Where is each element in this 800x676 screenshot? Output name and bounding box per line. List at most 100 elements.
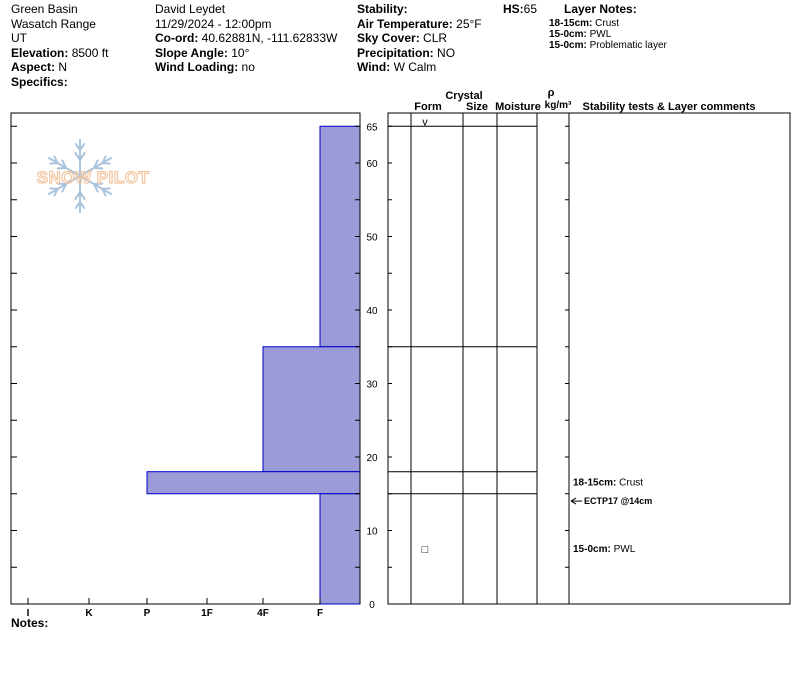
wind-value: W Calm (393, 60, 437, 75)
notes-label: Notes: (11, 616, 49, 630)
snowflake-branch (56, 166, 67, 170)
snowflake-branch (101, 187, 111, 190)
layer-note-1: 18-15cm: Crust (549, 18, 620, 29)
depth-tick-label: 65 (366, 122, 378, 133)
stability-label: Stability: (357, 2, 408, 16)
state: UT (11, 31, 27, 46)
depth-axis: 0 10 20 30 40 50 60 65 (355, 113, 378, 611)
wind-label: Wind: (357, 60, 391, 75)
snowflake-branch (61, 183, 67, 193)
precipitation-value: NO (437, 45, 456, 60)
snowflake-icon (47, 139, 113, 213)
mountain-range: Wasatch Range (11, 16, 96, 31)
snowflake-branch (101, 162, 111, 165)
depth-tick-label: 60 (366, 159, 378, 170)
slope-angle-value: 10° (231, 45, 250, 60)
snowflake-arm (79, 157, 113, 177)
layer-comment: 18-15cm: Crust (573, 478, 643, 489)
layer-comments: 18-15cm: Crust 15-0cm: PWL (573, 478, 643, 555)
snowflake-branch (74, 191, 81, 201)
hardness-tick-label: K (85, 608, 93, 619)
header-moisture: Moisture (495, 101, 541, 113)
hardness-tick-label: 1F (201, 608, 213, 619)
header-size: Size (466, 101, 488, 113)
layer-comment-text: PWL (611, 544, 636, 555)
depth-tick-label: 10 (366, 527, 378, 538)
grain-form-symbol: v (422, 116, 428, 128)
grain-form-symbols: v□ (422, 116, 429, 556)
snowflake-branch (93, 182, 104, 186)
sky-cover-value: CLR (423, 31, 448, 46)
header-rho: ρ (548, 87, 555, 99)
snowflake-arm (47, 175, 81, 195)
snowflake-branch (74, 143, 81, 152)
snowflake-branch (53, 187, 59, 197)
layer-table-frame (387, 112, 791, 605)
snowflake-branch (53, 155, 59, 165)
weather-info-column: Stability: Air Temperature: 25°F Sky Cov… (357, 2, 482, 75)
stability-tests: ECTP17 @14cm (570, 496, 652, 506)
layer-comment-range: 18-15cm: (573, 478, 616, 489)
snowflake-branch (93, 183, 99, 193)
observer-info-column: David Leydet 11/29/2024 - 12:00pm Co-ord… (155, 2, 337, 75)
wind-loading-label: Wind Loading: (155, 60, 239, 75)
logo-text: SNOW PILOT (37, 168, 150, 187)
site-info-column: Green Basin Wasatch Range UT Elevation: … (11, 2, 108, 90)
snowflake-branch (79, 143, 86, 152)
hardness-layer-bar-1 (319, 125, 361, 348)
location-name: Green Basin (11, 2, 78, 16)
snowflake-branch (49, 187, 59, 190)
depth-tick-label: 50 (366, 233, 378, 244)
snowflake-branch (74, 200, 81, 209)
hardness-tick-label: I (27, 608, 30, 619)
left-tick-marks (11, 125, 17, 568)
aspect-label: Aspect: (11, 60, 56, 75)
header-comments: Stability tests & Layer comments (582, 101, 755, 113)
hardness-layer-bar-2 (262, 346, 361, 473)
air-temp-value: 25°F (456, 16, 482, 31)
header-form: Form (414, 101, 442, 113)
elevation-label: Elevation: (11, 45, 69, 60)
snowflake-branch (61, 159, 67, 169)
layer-comment-text: Crust (616, 478, 643, 489)
snowflake-branch (79, 191, 86, 201)
snowflake-branch (93, 166, 104, 170)
grain-form-symbol: □ (422, 544, 429, 556)
observer-name: David Leydet (155, 2, 226, 16)
sky-cover-label: Sky Cover: (357, 31, 420, 46)
test-arrow-head (570, 497, 577, 505)
hardness-layer-bar-3 (146, 471, 361, 495)
snowflake-branch (79, 200, 86, 209)
snowflake-branch (101, 187, 107, 197)
layer-comment: 15-0cm: PWL (573, 544, 636, 555)
hardness-tick-label: F (317, 608, 323, 619)
snowpilot-logo: SNOW PILOT (36, 139, 150, 213)
slope-angle-label: Slope Angle: (155, 45, 228, 60)
header-density-unit: kg/m³ (545, 100, 572, 111)
wind-loading-value: no (241, 60, 255, 75)
specifics-label: Specifics: (11, 74, 68, 89)
observation-datetime: 11/29/2024 - 12:00pm (155, 16, 272, 31)
air-temp-label: Air Temperature: (357, 16, 453, 31)
snowflake-arm (47, 157, 81, 177)
precipitation-label: Precipitation: (357, 45, 434, 60)
snowflake-branch (101, 155, 107, 165)
snowflake-branch (93, 159, 99, 169)
snowflake-branch (74, 151, 81, 161)
hs-label: HS: (503, 2, 524, 16)
layer-note-2: 15-0cm: PWL (549, 29, 612, 40)
coord-value: 40.62881N, -111.62833W (201, 31, 338, 46)
depth-tick-label: 40 (366, 306, 378, 317)
layer-boundary-lines (388, 125, 537, 495)
hardness-axis: I K P 1F 4F F (27, 598, 323, 619)
snowflake-branch (56, 182, 67, 186)
elevation-value: 8500 ft (71, 45, 109, 60)
snowflake-branch (79, 151, 86, 161)
depth-tick-label: 0 (369, 600, 375, 611)
layer-notes-title: Layer Notes: (564, 2, 637, 16)
hardness-tick-label: P (144, 608, 151, 619)
snow-height: HS:65 (503, 2, 537, 17)
layer-note-3: 15-0cm: Problematic layer (549, 40, 667, 51)
aspect-value: N (58, 60, 68, 75)
